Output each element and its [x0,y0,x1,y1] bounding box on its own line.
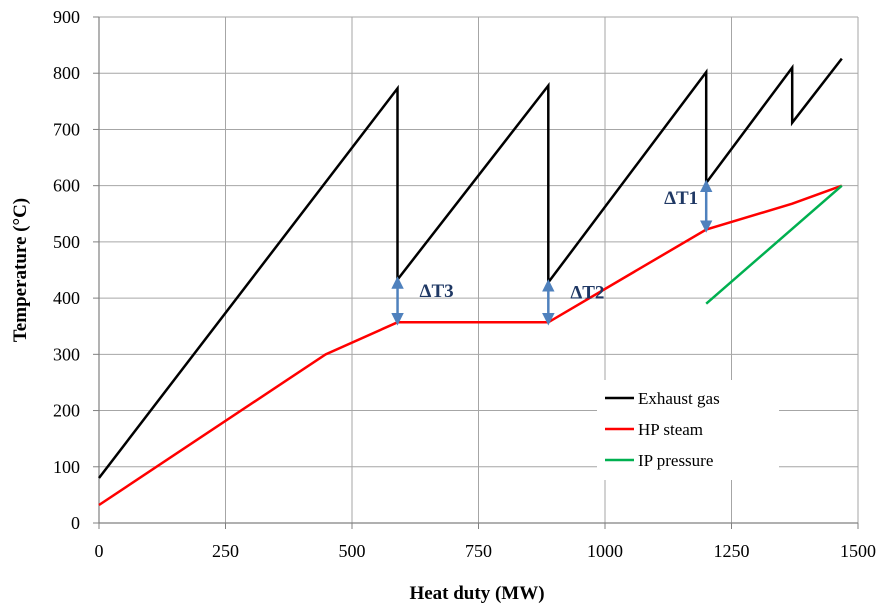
label-t2: ΔT2 [570,282,604,303]
delta-t-annotations: ΔT3 ΔT2 ΔT1 [391,179,713,326]
legend-item-ip-pressure: IP pressure [605,451,713,470]
legend-label-exhaust-gas: Exhaust gas [638,389,720,408]
y-tick-label-400: 400 [53,288,80,308]
legend-item-hp-steam: HP steam [605,420,703,439]
series-line-ip-pressure [705,184,843,305]
y-tick-label-600: 600 [53,176,80,196]
label-t3: ΔT3 [420,281,454,302]
legend-item-exhaust-gas: Exhaust gas [605,389,720,408]
y-tick-label-800: 800 [53,63,80,83]
legend-label-hp-steam: HP steam [638,420,703,439]
label-t1: ΔT1 [664,188,698,209]
x-tick-label-1250: 1250 [714,541,750,561]
x-tick-label-250: 250 [212,541,239,561]
series-line-exhaust-gas [98,57,843,479]
x-tick-label-750: 750 [465,541,492,561]
y-tick-label-300: 300 [53,344,80,364]
y-tick-label-0: 0 [71,513,80,533]
x-tick-label-0: 0 [95,541,104,561]
y-tick-label-700: 700 [53,119,80,139]
x-tick-label-500: 500 [339,541,366,561]
x-tick-label-1000: 1000 [587,541,623,561]
y-tick-label-900: 900 [53,7,80,27]
x-axis-ticks: 0 250 500 750 1000 1250 1500 [95,523,876,561]
y-tick-label-100: 100 [53,457,80,477]
y-tick-label-200: 200 [53,401,80,421]
y-axis-title: Temperature (°C) [10,198,31,342]
legend: Exhaust gas HP steam IP pressure [597,380,779,480]
grid [99,16,859,523]
y-axis-ticks: 0 100 200 300 400 500 600 700 800 900 [53,7,99,533]
x-tick-label-1500: 1500 [840,541,876,561]
x-axis-title: Heat duty (MW) [409,583,544,604]
y-tick-label-500: 500 [53,232,80,252]
legend-label-ip-pressure: IP pressure [638,451,713,470]
